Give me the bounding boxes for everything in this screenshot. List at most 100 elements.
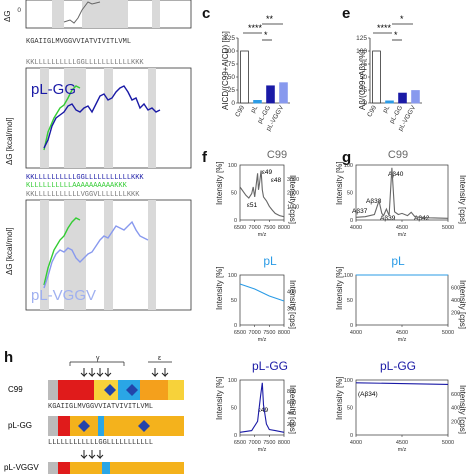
plot-frame [239,379,285,436]
y-tick-label: 50 [347,406,353,412]
shade-band [40,68,49,168]
peak-label: Aβ40 [388,171,404,178]
xlabel: m/z [398,232,407,238]
gamma-bracket [69,361,125,366]
ylabel: Intensity [%] [215,376,224,420]
color-band [140,380,168,400]
panel-label: pL-VGGV [31,287,96,304]
bar [279,82,288,104]
color-band [58,380,94,400]
panel-left-mid: pL-GG ΔG [kcal/mol] KKLLLLLLLLLLGGLLLLLL… [5,59,192,190]
y-tick-label: 100 [228,378,237,384]
sequence-label: KLLLLLLLLLLAAAAAAAAAAKKK [26,182,128,190]
panel-letter: g [342,149,351,166]
spectrum-title: pL [263,254,277,268]
sig-label: **** [248,23,263,33]
epsilon-mark: ε [158,355,161,362]
y-tick-label: 0 [350,323,353,329]
diamond-marker [104,384,116,396]
sequence-label: KKLLLLLLLLLLGGLLLLLLLLLLLKKK [26,59,144,67]
x-tick-label: 8000 [278,225,290,231]
ylabel-right: Intensity [cps] [288,280,297,329]
xlabel: m/z [258,447,267,453]
color-band [70,462,184,474]
y-tick-label: 0 [231,100,235,107]
ylabel: Intensity [%] [215,266,224,310]
ylabel: Intensity [%] [335,266,344,310]
diamond-marker [138,420,150,432]
x-tick-label: 5000 [442,330,454,336]
x-tick-label: 6500 [234,440,246,446]
plot-frame [355,274,449,326]
y-tick-label: 125 [356,35,367,42]
y-tick-label: 0 [234,323,237,329]
tick-label: 0 [17,7,21,14]
ylabel: Intensity [%] [215,161,224,205]
color-band [58,462,70,474]
x-tick-label: 7500 [263,440,275,446]
y-tick-label: 50 [347,298,353,304]
spectrum-title: pL-GG [252,359,288,373]
x-tick-label: 7000 [249,330,261,336]
y-tick-label: 125 [224,35,235,42]
x-tick-label: pL [250,104,260,114]
peak-label: Aβ37 [352,208,368,215]
diamond-marker [78,420,90,432]
y-tick-label: 0 [234,433,237,439]
panel-letter: c [202,5,210,22]
y2-tick-label: 600 [287,400,296,406]
y2-tick-label: 400 [287,411,296,417]
ylabel-right: Intensity [cps] [288,175,297,224]
y2-tick-label: 600 [451,286,460,292]
x-tick-label: 5000 [442,440,454,446]
c99-dg-line [63,1,101,24]
y-tick-label: 0 [234,218,237,224]
spectrum-title: C99 [388,149,408,161]
y2-tick-label: 2000 [287,191,299,197]
spectrum-line [239,382,285,433]
peak-label: ε49 [262,169,273,176]
sig-label: * [394,30,398,40]
spectrum-line [239,283,285,302]
sequence-label: KGAIIGLMVGGVVIATVIVITLVML [26,38,131,46]
cleavage-arrow [151,368,159,378]
plot-frame [239,274,285,326]
panel-left-bot: pL-VGGV ΔG [kcal/mol] KKLLLLLLLLLLLVGGVL… [5,191,192,311]
diamond-marker [126,384,138,396]
bar [253,100,262,104]
xlabel: m/z [258,232,267,238]
spectra-axis-labels: Intensity [%] Intensity [cps] Intensity … [215,161,467,434]
y-tick-label: 50 [231,191,237,197]
y2-tick-label: 1000 [287,204,299,210]
ylabel: ΔG [3,10,12,22]
xlabel: m/z [258,337,267,343]
bar [385,100,394,104]
x-tick-label: 4500 [396,440,408,446]
shade-band [104,68,113,168]
spectrum-title: C99 [267,149,287,161]
x-tick-label: 6500 [234,225,246,231]
pl-vggv-bar [48,450,184,474]
shade-band [152,0,160,28]
spectrum-line [355,167,449,219]
row-name: pL-GG [8,421,32,430]
y-tick-label: 100 [356,48,367,55]
y-tick-label: 0 [350,433,353,439]
y2-tick-label: 200 [287,422,296,428]
ylabel-right: Intensity [cps] [458,385,467,434]
peak-annotations: ε49 ε48 ε51 ε49 Aβ40 Aβ38 Aβ37 Aβ39 Aβ42… [247,169,430,414]
green-dg-line [43,85,81,151]
y2-tick-label: 300 [287,306,296,312]
ylabel: ΔG [kcal/mol] [5,117,14,165]
row-seq: KGAIIGLMVGGVVIATVIVITLVML [48,403,153,411]
x-tick-label: 7500 [263,225,275,231]
y-tick-label: 0 [350,218,353,224]
x-tick-label: C99 [234,104,246,118]
color-band [102,462,110,474]
x-tick-label: 7000 [249,440,261,446]
pl-vggv-dg-line [43,220,149,289]
sig-brackets-c: **** ** * [243,14,283,41]
plot-frame [239,164,285,221]
x-tick-label: 8000 [278,330,290,336]
x-tick-label: 8000 [278,440,290,446]
